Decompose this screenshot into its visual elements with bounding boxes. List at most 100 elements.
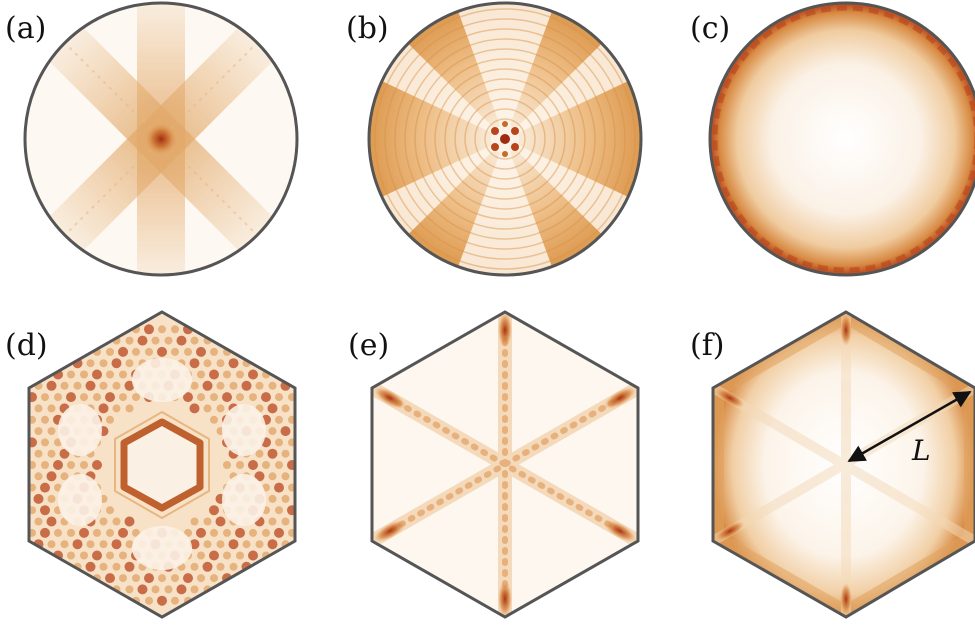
panel-d-spot	[67, 596, 75, 605]
panel-d-spot	[300, 324, 310, 334]
panel-d-spot	[106, 596, 114, 605]
panel-d-spot	[209, 369, 219, 380]
panel-d-spot	[314, 325, 322, 333]
panel-d-spot	[261, 324, 271, 335]
panel-d-spot	[275, 461, 283, 469]
panel-d-spot	[210, 325, 218, 334]
panel-d-spot	[118, 527, 128, 538]
panel-d-spot	[34, 404, 43, 413]
panel-d-spot	[308, 337, 316, 345]
panel-d-spot	[248, 550, 258, 561]
panel-d-spot	[15, 506, 23, 514]
panel-d-spot	[228, 358, 239, 369]
panel-d-spot	[229, 562, 238, 571]
panel-d-spot	[222, 392, 232, 403]
panel-d-spot	[210, 347, 218, 356]
panel-d-spot	[2, 393, 10, 401]
panel-d-spot	[229, 336, 238, 345]
panel-d-spot	[47, 585, 56, 594]
panel-d-spot	[321, 404, 329, 412]
panel-d-spot	[2, 371, 10, 379]
panel-d-spot	[54, 596, 62, 605]
panel-d-spot	[99, 540, 108, 549]
panel-d-spot	[15, 529, 23, 537]
panel-d-spot	[307, 539, 317, 549]
panel-d-spot	[2, 552, 10, 560]
panel-d-spot	[105, 324, 115, 335]
panel-d-spot	[34, 562, 43, 571]
panel-d-spot	[54, 393, 62, 402]
panel-d-spot	[106, 506, 114, 515]
panel-d-spot	[132, 574, 140, 583]
panel-d-spot	[308, 427, 316, 435]
panel-d-spot	[34, 585, 43, 594]
panel-d-spot	[112, 381, 121, 390]
panel-d-spot	[203, 517, 212, 526]
panel-d-spot	[190, 336, 199, 345]
panel-d-spot	[223, 528, 231, 537]
panel-d-spot	[294, 562, 295, 571]
panel-d-spot	[98, 403, 109, 414]
panel-d-spot	[210, 393, 218, 402]
panel-d-spot	[268, 585, 277, 594]
panel-c-label: (c)	[690, 11, 730, 46]
panel-d-spot	[261, 573, 271, 584]
panel-d-spot	[34, 517, 43, 526]
panel-d-spot	[125, 404, 134, 413]
panel-d-spot	[321, 585, 329, 593]
panel-d-spot	[267, 358, 278, 369]
panel-d-spot	[196, 527, 206, 538]
panel-d-spot	[321, 359, 329, 367]
panel-e-ray-dots	[385, 327, 625, 603]
panel-d-spot	[216, 540, 225, 549]
panel-e-label: (e)	[348, 328, 389, 363]
panel-d-spot	[183, 392, 193, 403]
panel-d-spot	[29, 562, 30, 571]
panel-d-spot	[125, 540, 134, 549]
panel-d-spot	[321, 337, 329, 345]
panel-d-spot	[248, 460, 258, 470]
panel-d-spot	[41, 415, 49, 424]
panel-d-spot	[228, 539, 239, 550]
panel-d-spot	[288, 596, 295, 605]
panel-d-spot	[321, 495, 329, 503]
panel-b-center-cluster	[491, 121, 519, 157]
panel-d-spot	[254, 584, 265, 595]
panel-d-spot	[60, 540, 69, 549]
panel-d-spot	[171, 325, 179, 334]
panel-d-spot	[112, 404, 121, 413]
panel-d-spot	[137, 335, 148, 346]
panel-d-spot	[287, 369, 295, 380]
panel-d: (d)	[1, 310, 329, 619]
panel-d-spot	[183, 573, 193, 584]
panel-d-spot	[144, 573, 154, 584]
panel-d-spot	[288, 574, 295, 583]
panel-d-spot	[124, 380, 135, 391]
panel-d-spot	[268, 427, 277, 436]
panel-d-spot	[85, 380, 96, 391]
panel-d-spot	[196, 346, 206, 357]
panel-d-spot	[203, 404, 212, 413]
panel-d-spot	[314, 393, 322, 401]
panel-d-spot	[93, 596, 101, 605]
panel-d-spot	[249, 325, 257, 334]
panel-d-spot	[1, 483, 11, 493]
panel-e-outline	[370, 310, 640, 619]
panel-d-spot	[255, 449, 264, 458]
panel-d-spot	[215, 516, 226, 527]
panel-d-spot	[93, 325, 101, 334]
panel-d-spot	[308, 472, 316, 480]
panel-d-spot	[106, 415, 114, 424]
panel-d-spot	[262, 461, 270, 469]
panel-d-spot	[268, 472, 277, 481]
panel-d-spot	[14, 415, 24, 425]
panel-d-spot	[111, 358, 122, 369]
panel-d-spot	[9, 450, 17, 458]
panel-d-spot	[216, 562, 225, 571]
panel-d-spot	[157, 346, 167, 357]
panel-d-spot	[314, 506, 322, 514]
panel-d-spot	[281, 359, 290, 368]
panel-d-spot	[300, 392, 310, 402]
panel-d-spot	[176, 335, 187, 346]
